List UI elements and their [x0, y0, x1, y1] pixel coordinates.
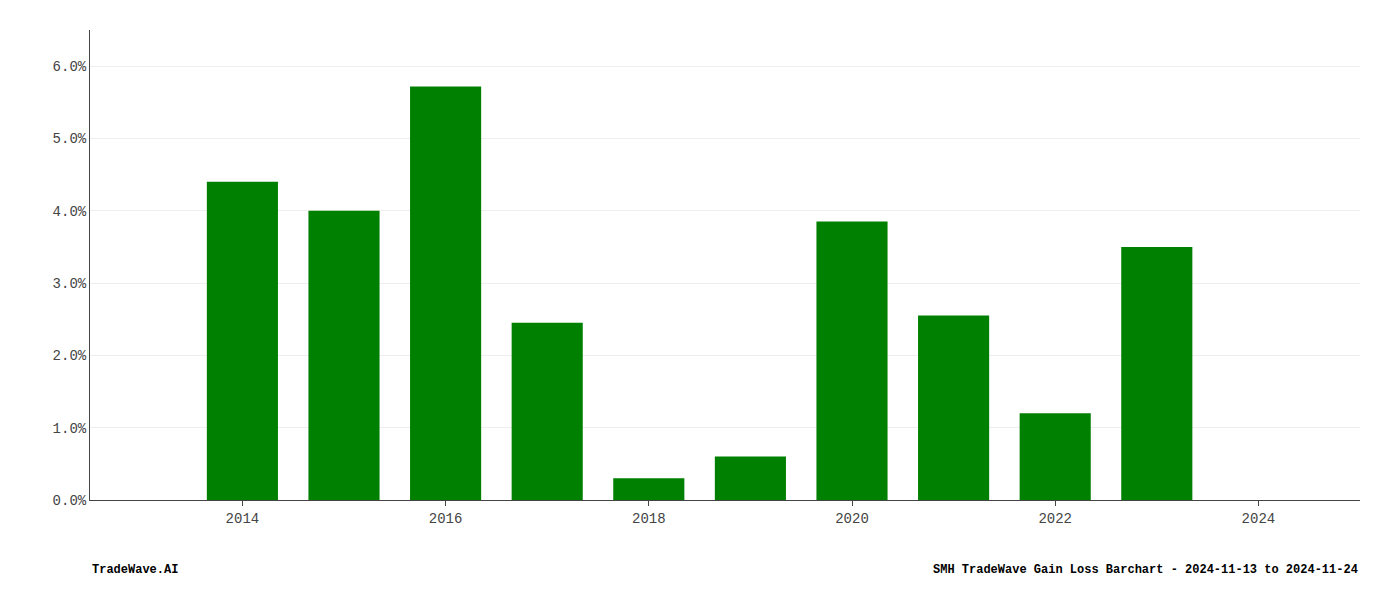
svg-text:2024: 2024: [1242, 511, 1276, 527]
svg-text:5.0%: 5.0%: [53, 131, 87, 147]
svg-text:2016: 2016: [429, 511, 463, 527]
svg-text:1.0%: 1.0%: [53, 421, 87, 437]
svg-text:0.0%: 0.0%: [53, 493, 87, 509]
svg-text:TradeWave.AI: TradeWave.AI: [92, 563, 178, 577]
svg-text:2022: 2022: [1038, 511, 1072, 527]
svg-text:2014: 2014: [226, 511, 260, 527]
svg-text:2020: 2020: [835, 511, 869, 527]
svg-text:SMH TradeWave Gain Loss Barcha: SMH TradeWave Gain Loss Barchart - 2024-…: [933, 563, 1358, 577]
svg-text:4.0%: 4.0%: [53, 204, 87, 220]
svg-text:3.0%: 3.0%: [53, 276, 87, 292]
svg-text:2018: 2018: [632, 511, 666, 527]
svg-text:6.0%: 6.0%: [53, 59, 87, 75]
svg-text:2.0%: 2.0%: [53, 348, 87, 364]
